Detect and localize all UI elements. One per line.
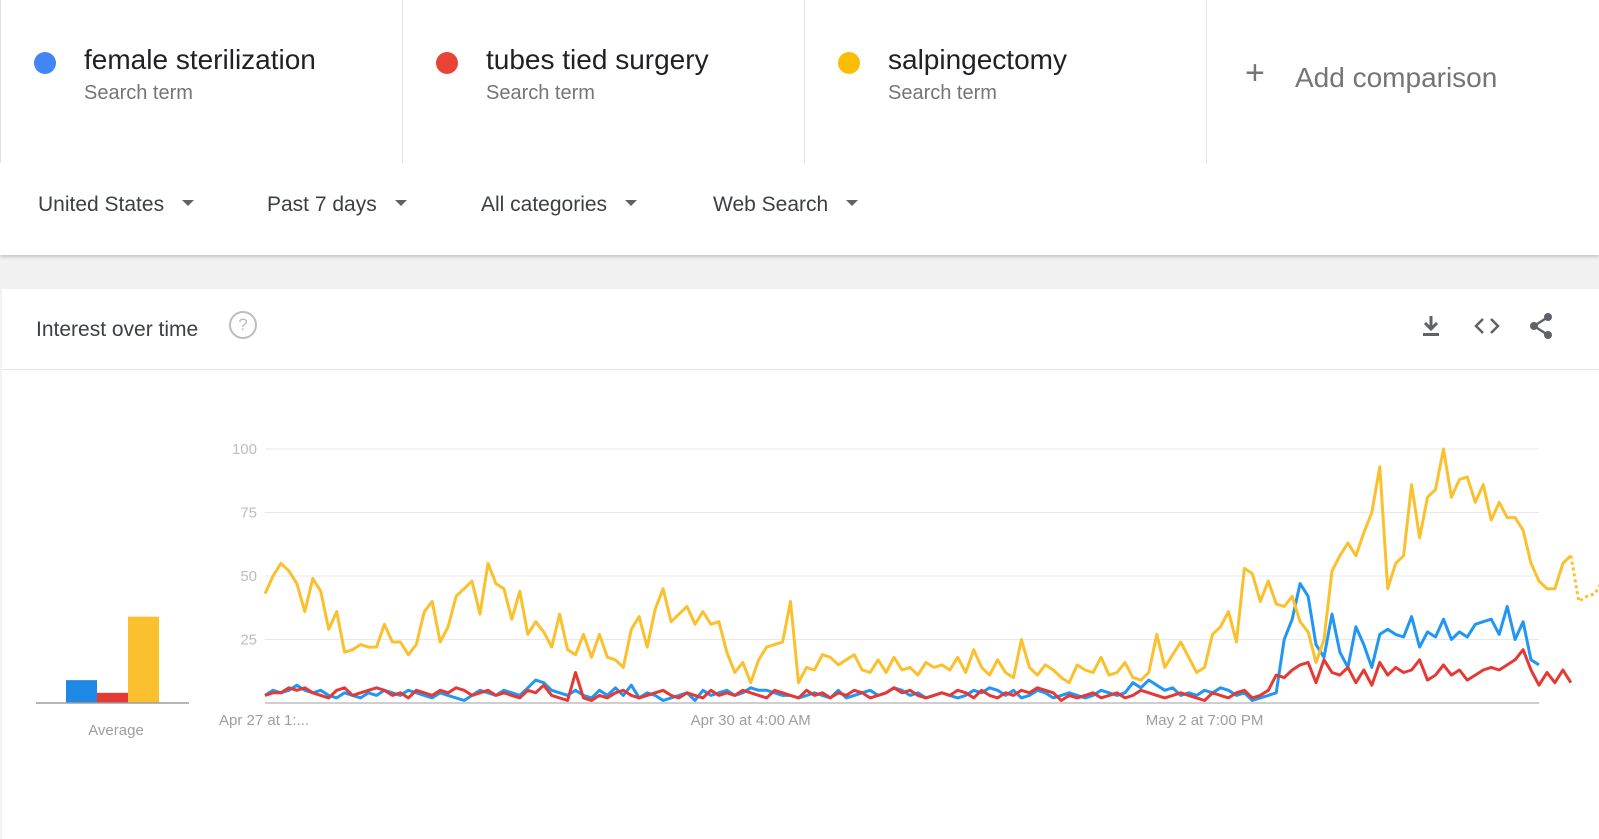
card-title: Interest over time (36, 318, 199, 341)
plus-icon: + (1245, 54, 1265, 92)
chevron-down-icon (846, 200, 859, 207)
term-3-name: salpingectomy (888, 44, 1067, 75)
y-tick-label: 25 (240, 632, 257, 649)
term-2-type: Search term (486, 82, 595, 104)
help-icon[interactable]: ? (229, 311, 257, 339)
chevron-down-icon (625, 200, 638, 207)
term-3-type: Search term (888, 82, 997, 104)
term-3-color-dot (838, 52, 860, 74)
category-value: All categories (481, 193, 608, 216)
add-comparison-button[interactable]: + Add comparison (1206, 0, 1599, 163)
term-1-type: Search term (84, 82, 193, 104)
region-value: United States (38, 193, 165, 216)
series-line-1 (264, 582, 1540, 702)
series-line-3 (263, 447, 1572, 685)
y-tick-label: 100 (232, 441, 257, 458)
search-type-dropdown[interactable]: Web Search (713, 193, 859, 217)
interest-over-time-card: Interest over time ? 25 50 75 100 Apr 27 at … (2, 289, 1599, 839)
average-bar (128, 616, 159, 703)
y-tick-label: 75 (240, 505, 257, 522)
average-bar (97, 692, 128, 703)
filters-bar: United States Past 7 days All categories… (0, 163, 1599, 255)
term-2-color-dot (436, 52, 458, 74)
average-label: Average (88, 722, 144, 739)
term-1-name: female sterilization (84, 44, 316, 75)
share-icon[interactable] (1526, 311, 1556, 341)
card-header: Interest over time ? (2, 289, 1599, 370)
chevron-down-icon (182, 200, 195, 207)
series-line-2 (264, 648, 1573, 702)
x-tick-label: Apr 30 at 4:00 AM (691, 712, 811, 729)
x-tick-label: Apr 27 at 1:... (219, 712, 309, 729)
search-type-value: Web Search (713, 193, 829, 216)
time-range-dropdown[interactable]: Past 7 days (267, 193, 407, 217)
category-dropdown[interactable]: All categories (481, 193, 638, 217)
download-icon[interactable] (1416, 311, 1446, 341)
time-range-value: Past 7 days (267, 193, 377, 216)
term-card-1[interactable]: female sterilization Search term (0, 0, 402, 163)
term-card-2[interactable]: tubes tied surgery Search term (402, 0, 804, 163)
term-card-3[interactable]: salpingectomy Search term (804, 0, 1206, 163)
series-line-3-partial (1569, 555, 1599, 604)
x-tick-label: May 2 at 7:00 PM (1146, 712, 1264, 729)
embed-icon[interactable] (1472, 311, 1502, 341)
chevron-down-icon (394, 200, 407, 207)
add-comparison-label: Add comparison (1295, 62, 1498, 93)
search-terms-bar: female sterilization Search term tubes t… (0, 0, 1599, 164)
term-1-color-dot (34, 52, 56, 74)
interest-chart: 25 50 75 100 Apr 27 at 1:... Apr 30 at 4:00 A… (36, 441, 1599, 729)
y-tick-label: 50 (240, 568, 257, 585)
term-2-name: tubes tied surgery (486, 44, 709, 75)
average-bar (66, 680, 97, 703)
region-dropdown[interactable]: United States (38, 193, 195, 217)
